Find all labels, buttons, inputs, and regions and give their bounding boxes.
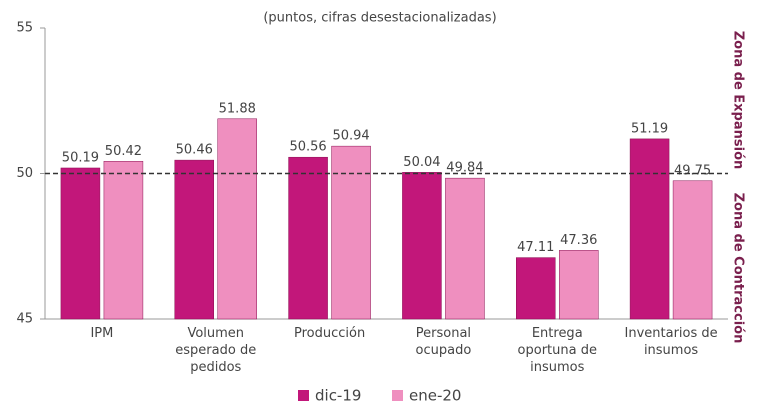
- x-tick-label: Entrega oportuna de insumos: [518, 326, 597, 375]
- legend-label: ene-20: [409, 387, 461, 405]
- chart-subtitle: (puntos, cifras desestacionalizadas): [263, 11, 496, 26]
- value-label: 50.94: [332, 129, 369, 144]
- value-label: 50.56: [289, 140, 326, 155]
- x-tick-label: Volumen esperado de pedidos: [175, 326, 256, 375]
- zone-label: Zona de Contracción: [731, 193, 746, 344]
- bar: [402, 172, 442, 320]
- bar: [288, 156, 328, 320]
- value-label: 50.19: [62, 150, 99, 165]
- x-tick-label: IPM: [90, 326, 113, 341]
- value-label: 50.46: [176, 143, 213, 158]
- value-label: 47.36: [560, 233, 597, 248]
- bar: [331, 145, 371, 320]
- value-label: 47.11: [517, 240, 554, 255]
- y-tick-label: 50: [16, 166, 33, 181]
- legend-swatch: [298, 390, 309, 401]
- zone-label: Zona de Expansión: [731, 31, 746, 170]
- value-label: 51.88: [219, 101, 256, 116]
- x-tick-label: Personal ocupado: [416, 326, 472, 358]
- bar: [672, 180, 713, 320]
- value-label: 51.19: [631, 121, 668, 136]
- y-tick-label: 55: [16, 21, 33, 36]
- bar: [174, 159, 214, 320]
- value-label: 49.84: [446, 161, 483, 176]
- x-tick-label: Inventarios de insumos: [625, 326, 718, 358]
- x-tick-label: Producción: [294, 326, 365, 341]
- value-label: 50.42: [105, 144, 142, 159]
- value-label: 49.75: [674, 163, 711, 178]
- bar: [445, 177, 485, 320]
- bar: [629, 138, 670, 320]
- value-label: 50.04: [403, 155, 440, 170]
- bar: [60, 167, 101, 320]
- legend-swatch: [392, 390, 403, 401]
- bar: [103, 161, 144, 320]
- y-tick-label: 45: [16, 312, 33, 327]
- bar: [559, 250, 599, 320]
- bar: [516, 257, 556, 320]
- bar: [217, 118, 257, 320]
- legend-label: dic-19: [315, 387, 361, 405]
